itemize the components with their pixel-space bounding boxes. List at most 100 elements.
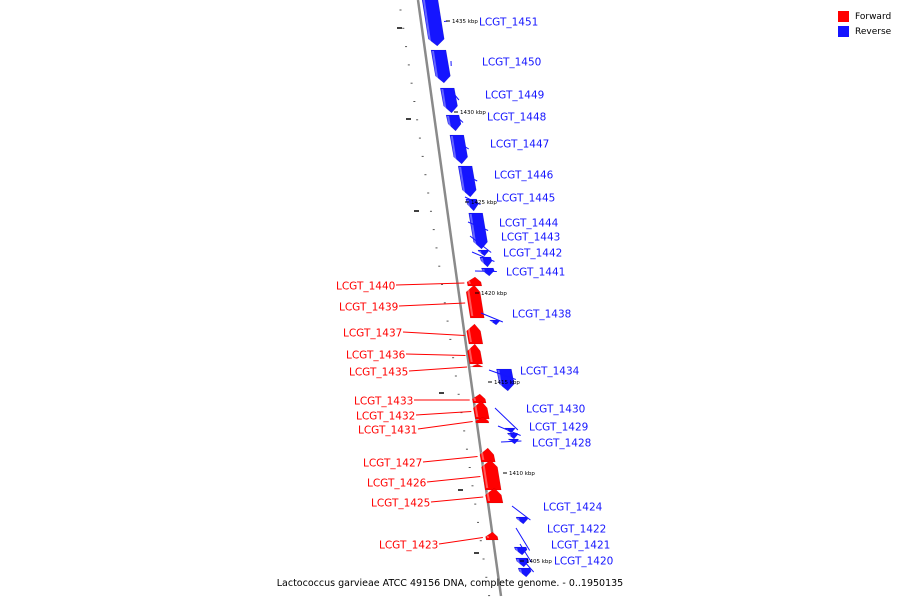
gene-arrow-highlight [516,518,520,521]
gene-label: LCGT_1426 [367,478,427,490]
gene-leader-line [497,425,521,436]
gene-lcgt-1431: LCGT_1431 [358,416,490,437]
forward-swatch [838,11,849,22]
gene-arrow-highlight [480,258,485,264]
gene-label: LCGT_1445 [496,193,555,205]
gene-arrow [480,267,495,277]
gene-arrow-highlight [422,0,432,43]
gene-arrow-highlight [450,136,457,161]
gene-label: LCGT_1439 [339,302,398,314]
gene-lcgt-1448: LCGT_1448 [445,112,546,132]
gene-arrow [475,416,490,424]
gene-arrow [465,284,485,319]
gene-lcgt-1450: LCGT_1450 [430,49,541,84]
scale-label: 1405 kbp [526,559,552,565]
gene-leader-line [464,196,481,205]
gene-lcgt-1432: LCGT_1432 [356,400,490,423]
gene-leader-line [469,235,492,253]
gene-label: LCGT_1432 [356,411,415,423]
gene-label: LCGT_1428 [532,438,591,450]
gene-arrow [485,487,504,504]
gene-leader-line [408,366,468,372]
gene-label: LCGT_1438 [512,309,571,321]
gene-arrow [468,212,488,250]
gene-lcgt-1428: LCGT_1428 [500,438,591,450]
gene-features: LCGT_1451 LCGT_1450 LCGT_1449 LCGT_1448 LCGT… [336,0,613,578]
scale-label: 1435 kbp [452,19,478,25]
gene-leader-line [515,527,531,551]
gene-leader-line [415,411,472,416]
gene-lcgt-1446: LCGT_1446 [457,165,554,198]
gene-leader-line [417,421,473,430]
gene-leader-line [395,282,465,286]
gene-lcgt-1421: LCGT_1421 [515,540,610,568]
gene-arrow-highlight [519,569,523,574]
gene-label: LCGT_1441 [506,267,565,279]
gene-leader-line [405,353,466,356]
gene-lcgt-1442: LCGT_1442 [471,248,562,268]
gene-arrow [470,363,484,368]
reverse-swatch [838,26,849,37]
gene-lcgt-1437: LCGT_1437 [343,323,484,345]
gene-leader-line [519,543,532,563]
gene-arrow-highlight [515,548,519,552]
gene-lcgt-1444: LCGT_1444 [467,212,559,250]
gene-leader-line [402,331,465,336]
gene-arrow [485,531,499,541]
gene-lcgt-1425: LCGT_1425 [371,487,504,510]
gene-lcgt-1423: LCGT_1423 [379,531,499,552]
gene-arrow-highlight [431,51,439,80]
legend: Forward Reverse [838,9,891,39]
scale-label: 1430 kbp [460,110,486,116]
gene-arrow [445,114,462,132]
gene-lcgt-1424: LCGT_1424 [511,502,603,525]
gene-label: LCGT_1431 [358,425,417,437]
gene-label: LCGT_1449 [485,90,544,102]
gene-arrow-highlight [516,559,520,564]
gene-leader-line [522,559,535,573]
gene-label: LCGT_1424 [543,502,603,514]
gene-arrow-highlight [468,348,473,362]
gene-lcgt-1436: LCGT_1436 [346,343,483,365]
gene-lcgt-1447: LCGT_1447 [449,134,549,165]
gene-lcgt-1426: LCGT_1426 [367,459,502,491]
gene-leader-line [471,251,495,262]
gene-label: LCGT_1420 [554,556,613,568]
gene-lcgt-1438: LCGT_1438 [480,309,571,326]
gene-leader-line [453,93,460,101]
gene-lcgt-1440: LCGT_1440 [336,276,483,293]
gene-arrow-highlight [467,281,471,284]
gene-lcgt-1429: LCGT_1429 [497,422,588,440]
gene-leader-line [422,456,478,463]
gene-leader-line [480,312,504,323]
gene-lcgt-1420: LCGT_1420 [517,556,613,578]
genome-caption: Lactococcus garvieae ATCC 49156 DNA, com… [276,578,624,589]
gene-label: LCGT_1427 [363,458,422,470]
gene-leader-line [467,221,489,231]
gene-arrow [467,343,483,365]
gene-lcgt-1427: LCGT_1427 [363,447,496,470]
gene-leader-line [494,407,519,431]
gene-lcgt-1451: LCGT_1451 [421,0,538,47]
gene-lcgt-1435: LCGT_1435 [349,363,484,379]
gene-label: LCGT_1422 [547,524,606,536]
gene-arrow [466,323,484,345]
gene-label: LCGT_1434 [520,366,580,378]
gene-arrow-highlight [467,328,472,342]
gene-lcgt-1433: LCGT_1433 [354,393,487,408]
scale-label: 1410 kbp [509,471,535,477]
gene-label: LCGT_1425 [371,498,430,510]
scale-label: 1425 kbp [471,200,497,206]
gene-lcgt-1443: LCGT_1443 [469,232,560,257]
gene-label: LCGT_1421 [551,540,610,552]
gene-leader-line [398,302,466,307]
gene-lcgt-1439: LCGT_1439 [339,284,485,319]
gene-arrow-highlight [486,492,491,501]
gene-leader-line [455,115,464,123]
gene-label: LCGT_1450 [482,57,541,69]
gene-arrow [421,0,445,47]
legend-reverse: Reverse [838,24,891,39]
gene-arrow-highlight [474,405,479,417]
gene-label: LCGT_1442 [503,248,562,260]
gene-leader-line [426,476,481,483]
